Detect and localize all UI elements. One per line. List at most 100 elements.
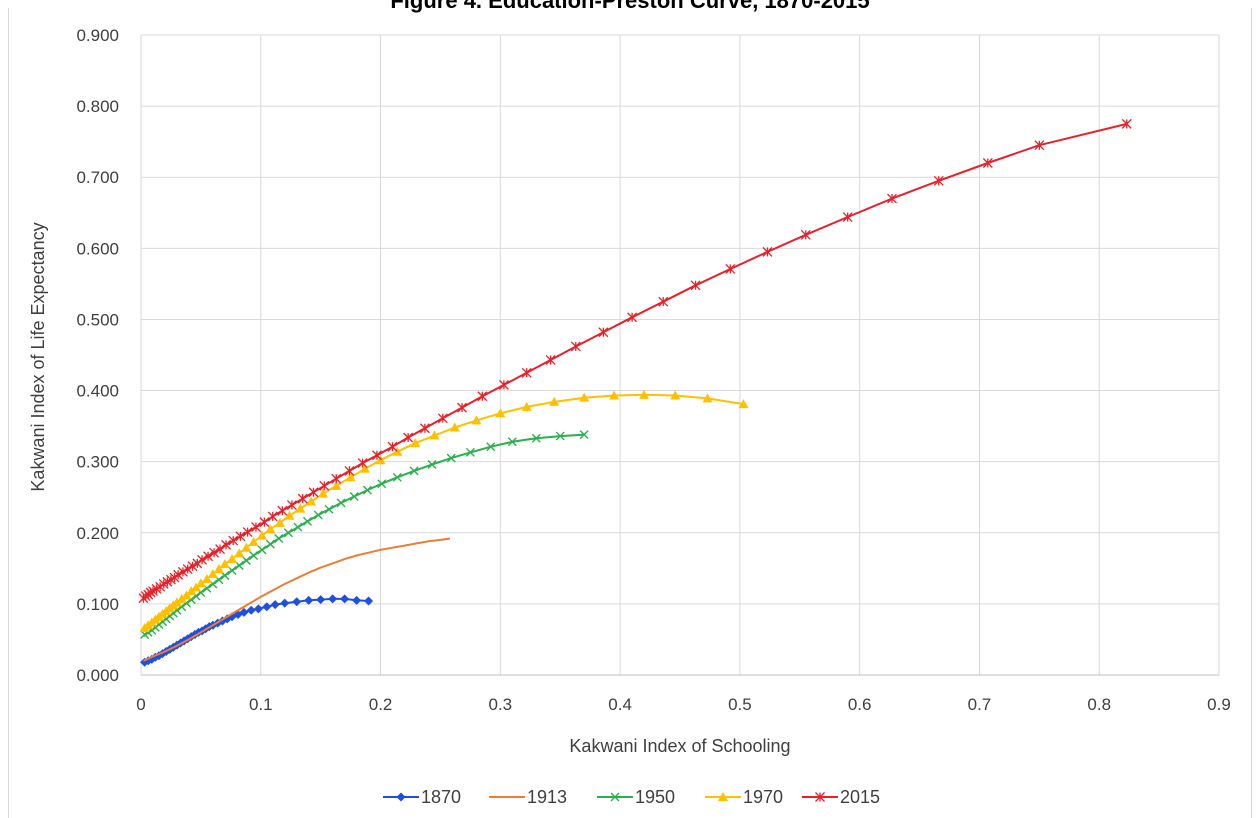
y-tick-label: 0.000	[76, 666, 119, 685]
legend-item-1913: 1913	[489, 787, 567, 807]
x-tick-label: 0.2	[369, 695, 393, 714]
data-point	[262, 602, 272, 612]
data-point	[690, 280, 701, 291]
data-point	[207, 569, 218, 579]
y-tick-label: 0.800	[76, 97, 119, 116]
data-point	[521, 367, 532, 378]
data-point	[293, 522, 303, 532]
data-point	[286, 500, 297, 511]
data-point	[429, 430, 440, 440]
y-tick-label: 0.500	[76, 310, 119, 329]
data-point	[318, 488, 329, 498]
x-tick-label: 0.4	[608, 695, 632, 714]
data-point	[446, 453, 456, 463]
data-point	[495, 408, 506, 418]
data-point	[498, 379, 509, 390]
y-tick-label: 0.100	[76, 595, 119, 614]
data-point	[725, 263, 736, 274]
data-point	[306, 496, 317, 506]
legend-label: 1970	[743, 787, 783, 807]
data-point	[1121, 118, 1132, 129]
y-tick-label: 0.600	[76, 239, 119, 258]
data-point	[249, 551, 259, 561]
legend-marker	[815, 792, 825, 802]
legend-marker	[610, 792, 620, 802]
chart-title: Figure 4. Education-Preston Curve, 1870-…	[390, 0, 870, 13]
data-point	[331, 480, 342, 490]
x-tick-label: 0.9	[1207, 695, 1231, 714]
data-point	[280, 598, 290, 608]
data-point	[173, 569, 184, 580]
x-tick-label: 0.7	[968, 695, 992, 714]
data-point	[234, 548, 245, 558]
x-tick-label: 0.3	[489, 695, 513, 714]
data-point	[507, 437, 517, 447]
data-point	[248, 537, 259, 547]
data-point	[427, 460, 437, 470]
data-point	[176, 593, 187, 603]
data-point	[270, 600, 280, 610]
data-point	[609, 390, 620, 400]
data-point	[359, 463, 370, 473]
y-tick-label: 0.300	[76, 453, 119, 472]
data-point	[403, 432, 414, 443]
data-point	[324, 504, 334, 514]
data-point	[419, 423, 430, 434]
data-point	[372, 450, 382, 461]
legend-label: 1913	[527, 787, 567, 807]
data-point	[297, 493, 308, 504]
chart-frame	[8, 8, 1252, 818]
legend-marker	[396, 792, 406, 802]
data-point	[377, 479, 387, 489]
data-point	[246, 605, 256, 615]
data-point	[265, 539, 275, 549]
data-point	[340, 594, 350, 604]
x-axis-label: Kakwani Index of Schooling	[569, 736, 790, 756]
data-point	[292, 597, 302, 607]
data-point	[274, 533, 284, 543]
legend-item-1970: 1970	[705, 787, 783, 807]
data-point	[555, 431, 565, 441]
data-point	[457, 402, 467, 413]
data-point	[471, 415, 482, 425]
data-point	[579, 392, 590, 402]
data-point	[345, 472, 356, 482]
data-point	[186, 586, 197, 596]
legend-item-2015: 2015	[802, 787, 880, 807]
data-point	[201, 574, 212, 583]
x-tick-label: 0.6	[848, 695, 872, 714]
legend-label: 2015	[840, 787, 880, 807]
data-point	[251, 522, 261, 533]
data-point	[627, 312, 638, 323]
data-point	[177, 566, 188, 577]
data-point	[387, 441, 398, 452]
data-point	[182, 564, 193, 575]
data-point	[521, 401, 532, 411]
data-point	[316, 595, 326, 605]
data-point	[639, 389, 650, 399]
legend-label: 1870	[421, 787, 461, 807]
data-point	[239, 607, 249, 617]
data-point	[209, 547, 220, 558]
series-1950	[140, 430, 589, 639]
x-tick-label: 0.8	[1087, 695, 1111, 714]
data-point	[349, 492, 359, 502]
y-tick-labels: 0.000 0.100 0.200 0.300 0.400 0.500 0.600 0.700…	[76, 26, 119, 685]
data-point	[702, 393, 713, 403]
data-point	[598, 327, 609, 338]
data-point	[215, 544, 226, 555]
data-point	[197, 554, 208, 565]
data-point	[308, 487, 319, 498]
data-point	[228, 535, 239, 546]
data-point	[213, 564, 224, 574]
data-point	[477, 391, 488, 402]
y-tick-label: 0.400	[76, 382, 119, 401]
data-point	[449, 422, 460, 432]
data-point	[1034, 140, 1045, 151]
data-point	[227, 554, 238, 564]
data-point	[800, 229, 811, 240]
series-layer	[138, 118, 1132, 667]
data-point	[437, 413, 448, 424]
data-point	[762, 246, 773, 257]
